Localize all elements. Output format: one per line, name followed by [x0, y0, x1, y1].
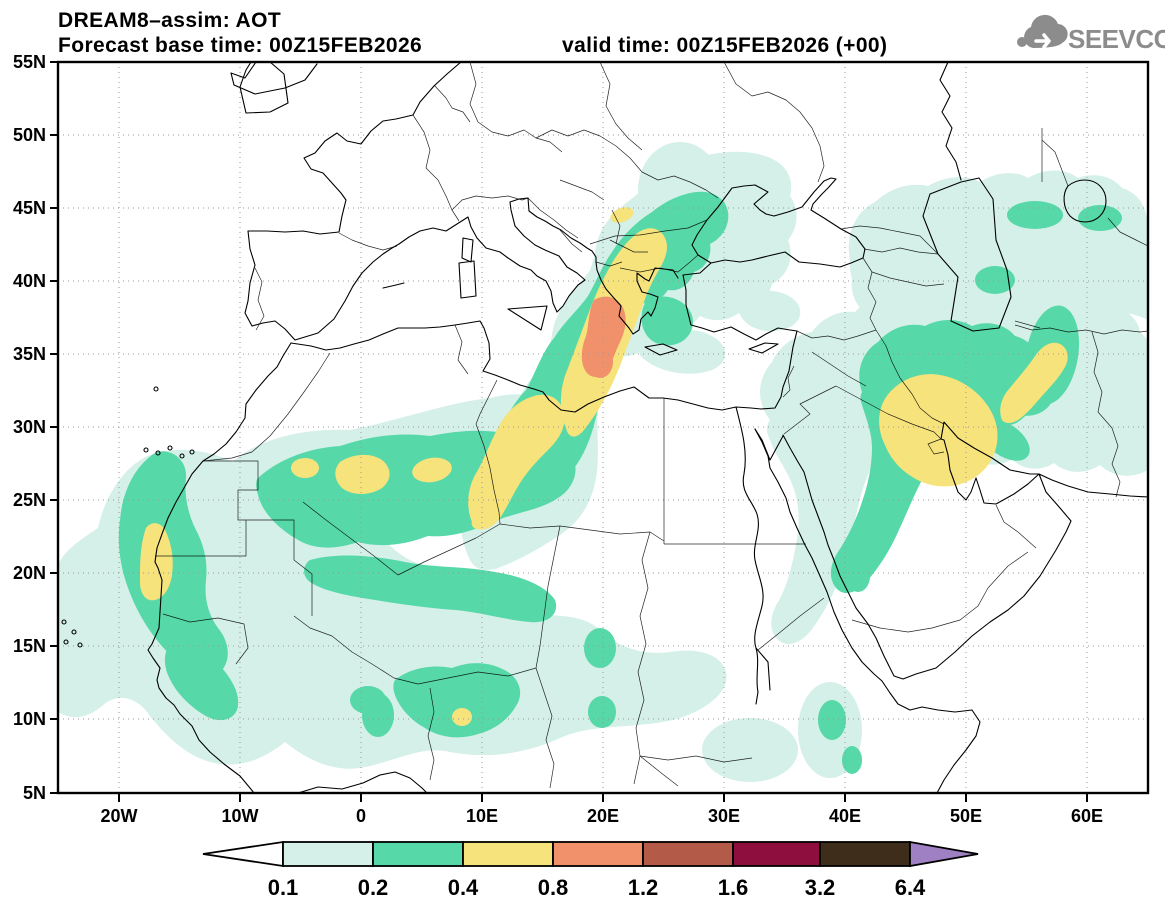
colorbar-segment — [642, 841, 734, 867]
aot-fill-level-0.4 — [140, 207, 1068, 726]
y-tick-label: 20N — [13, 563, 46, 583]
x-axis: 20W 10W 0 10E 20E 30E 40E 50E 60E — [100, 793, 1103, 826]
colorbar-segment — [372, 841, 464, 867]
colorbar-segment — [282, 841, 374, 867]
x-tick-label: 10W — [221, 806, 258, 826]
forecast-base-time: Forecast base time: 00Z15FEB2026 — [58, 34, 422, 57]
colorbar-label: 0.4 — [448, 875, 479, 900]
y-axis: 55N 50N 45N 40N 35N 30N 25N 20N 15N 10N … — [13, 52, 58, 803]
graticule-grid — [58, 62, 1148, 793]
colorbar-under-arrow — [202, 840, 284, 868]
colorbar-segment — [732, 841, 821, 867]
y-tick-label: 40N — [13, 271, 46, 291]
y-tick-label: 55N — [13, 52, 46, 72]
valid-time: valid time: 00Z15FEB2026 (+00) — [562, 34, 887, 57]
x-tick-label: 10E — [466, 806, 498, 826]
colorbar-label: 1.6 — [718, 875, 749, 900]
title-block: DREAM8–assim: AOT Forecast base time: 00… — [58, 9, 887, 57]
x-tick-label: 20W — [100, 806, 137, 826]
y-tick-label: 50N — [13, 125, 46, 145]
colorbar-label: 3.2 — [805, 875, 836, 900]
seevccc-logo: SEEVCCC — [1017, 14, 1165, 54]
x-tick-label: 0 — [356, 806, 366, 826]
border-layer — [155, 62, 1148, 789]
y-tick-label: 35N — [13, 344, 46, 364]
y-tick-label: 15N — [13, 636, 46, 656]
colorbar-over-arrow — [909, 840, 979, 868]
map-title: DREAM8–assim: AOT — [58, 9, 281, 32]
colorbar-segment — [819, 841, 911, 867]
y-tick-label: 30N — [13, 417, 46, 437]
x-tick-label: 40E — [829, 806, 861, 826]
map-canvas — [58, 62, 1148, 793]
colorbar-segment — [462, 841, 554, 867]
colorbar-label: 0.2 — [358, 875, 389, 900]
colorbar-segment — [552, 841, 644, 867]
arrow-icon — [1034, 33, 1051, 49]
y-tick-label: 45N — [13, 198, 46, 218]
colorbar-label: 6.4 — [895, 875, 926, 900]
x-tick-label: 20E — [587, 806, 619, 826]
y-tick-label: 25N — [13, 490, 46, 510]
x-tick-label: 60E — [1071, 806, 1103, 826]
y-tick-label: 5N — [23, 783, 46, 803]
y-tick-label: 10N — [13, 709, 46, 729]
colorbar-label: 0.8 — [538, 875, 569, 900]
logo-text: SEEVCCC — [1068, 24, 1165, 54]
colorbar-label: 1.2 — [628, 875, 659, 900]
colorbar-label: 0.1 — [268, 875, 299, 900]
colorbar: 0.1 0.2 0.4 0.8 1.2 1.6 3.2 6.4 — [202, 840, 979, 900]
x-tick-label: 30E — [708, 806, 740, 826]
coastline-layer — [61, 62, 1148, 793]
x-tick-label: 50E — [950, 806, 982, 826]
